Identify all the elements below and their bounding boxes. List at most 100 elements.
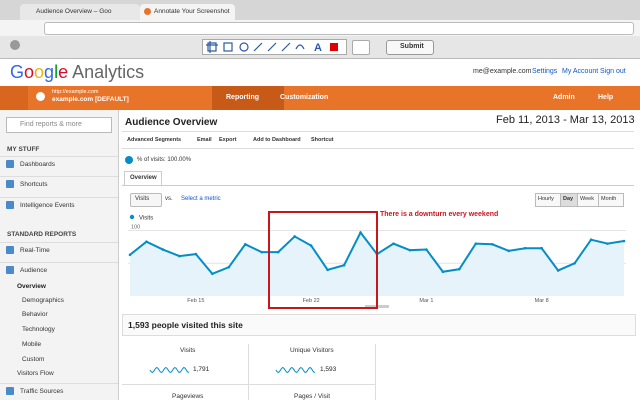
blur-tool[interactable]: [295, 44, 305, 50]
tab[interactable]: [140, 4, 235, 20]
date-range[interactable]: Feb 11, 2013 - Mar 13, 2013: [496, 114, 635, 126]
nav-tab-active[interactable]: [212, 86, 284, 110]
point: [573, 261, 576, 265]
nav-tab[interactable]: Reporting: [226, 94, 260, 101]
vs-label: vs.: [165, 196, 173, 202]
header-link[interactable]: My Account: [562, 68, 599, 75]
sidebar-item[interactable]: Traffic Sources: [20, 388, 64, 395]
sidebar-item[interactable]: Intelligence Events: [20, 202, 75, 209]
ellipse-tool[interactable]: [239, 42, 249, 52]
text-tool[interactable]: A: [314, 42, 322, 54]
page-title: Audience Overview: [125, 117, 218, 128]
sidebar-item[interactable]: Shortcuts: [20, 181, 48, 188]
sidebar-separator: [0, 242, 118, 243]
sidebar: [0, 110, 119, 400]
sidebar-item[interactable]: Behavior: [22, 311, 48, 318]
sidebar-separator: [0, 383, 118, 384]
toolbar-item[interactable]: Email: [197, 137, 212, 143]
granularity-label[interactable]: Day: [563, 196, 574, 202]
metric-select[interactable]: [130, 193, 162, 207]
address-bar[interactable]: [44, 22, 634, 35]
metric-select-label[interactable]: Visits: [135, 196, 150, 202]
annotation-box: [268, 211, 378, 309]
nav-right[interactable]: Admin: [553, 94, 575, 101]
sidebar-item[interactable]: Visitors Flow: [17, 370, 54, 377]
x-tick-label: Mar 8: [535, 298, 549, 304]
site-name[interactable]: example.com [DEFAULT]: [52, 96, 129, 103]
select-metric[interactable]: Select a metric: [181, 196, 221, 202]
sidebar-item[interactable]: Mobile: [22, 341, 42, 348]
point: [293, 235, 296, 238]
overview-tab[interactable]: [124, 171, 162, 186]
sidebar-item[interactable]: Audience: [20, 267, 48, 274]
pen-tool[interactable]: [281, 42, 291, 52]
sparkline: [275, 366, 316, 374]
header-link[interactable]: Sign out: [600, 68, 626, 75]
granularity-button[interactable]: [598, 193, 624, 207]
sidebar-item[interactable]: Custom: [22, 356, 45, 363]
undo-button[interactable]: [352, 40, 370, 55]
point: [441, 270, 445, 274]
granularity-label[interactable]: Month: [601, 196, 617, 202]
point: [490, 242, 494, 246]
submit-label[interactable]: Submit: [400, 43, 424, 50]
sidebar-separator: [0, 262, 118, 263]
point: [276, 250, 280, 254]
point: [342, 263, 346, 267]
sidebar-item[interactable]: Demographics: [22, 297, 64, 304]
sidebar-item[interactable]: Technology: [22, 326, 55, 333]
tab-title[interactable]: Annotate Your Screenshot: [154, 8, 230, 15]
sidebar-item[interactable]: Dashboards: [20, 161, 56, 168]
summary: 1,593 people visited this site: [128, 320, 243, 330]
rect-tool[interactable]: [223, 42, 233, 52]
search-box[interactable]: [6, 117, 112, 133]
point: [194, 252, 198, 256]
submit-button[interactable]: [386, 40, 434, 55]
point: [458, 267, 461, 271]
legend-marker: [129, 214, 135, 220]
toolbar-item[interactable]: Advanced Segments: [127, 137, 182, 143]
tab-line: [122, 185, 634, 186]
sidebar-icon: [6, 266, 14, 274]
site-url[interactable]: http://example.com: [52, 89, 99, 95]
sidebar-item[interactable]: Overview: [17, 283, 46, 290]
logo: Google Analytics: [10, 62, 144, 83]
toolbar-item[interactable]: Add to Dashboard: [253, 137, 301, 143]
point: [309, 244, 313, 247]
x-tick-label: Feb 15: [187, 298, 204, 304]
point: [606, 242, 609, 245]
line-tool[interactable]: [253, 42, 263, 52]
granularity-label[interactable]: Hourly: [538, 196, 554, 202]
point: [227, 265, 231, 269]
point: [178, 254, 181, 258]
header-link[interactable]: Settings: [532, 68, 558, 75]
segment-icon: [125, 156, 133, 164]
overview-tab-label[interactable]: Overview: [130, 175, 157, 181]
sidebar-icon: [6, 180, 14, 188]
sidebar-separator: [0, 156, 118, 157]
point: [161, 248, 165, 251]
crop-tool[interactable]: [206, 41, 218, 53]
toolbar-item[interactable]: Shortcut: [311, 137, 334, 143]
tab[interactable]: [20, 4, 140, 20]
close-icon[interactable]: [10, 40, 20, 50]
granularity-label[interactable]: Week: [580, 196, 594, 202]
point: [523, 246, 527, 250]
arrow-tool[interactable]: [267, 42, 277, 52]
sidebar-icon: [6, 201, 14, 209]
point: [359, 231, 362, 234]
nav-tab[interactable]: Customization: [280, 94, 329, 101]
metric-label: Visits: [180, 347, 196, 354]
annotation-text: There is a downturn every weekend: [380, 211, 499, 218]
sidebar-item[interactable]: Real-Time: [20, 247, 50, 254]
tab-icon: [144, 8, 151, 15]
toolbar-item[interactable]: Export: [219, 137, 237, 143]
home-button[interactable]: [0, 86, 28, 110]
color-tool[interactable]: [330, 43, 338, 51]
metric-label: Pages / Visit: [294, 393, 331, 400]
tab-title[interactable]: Audience Overview – Goo: [36, 8, 112, 15]
metric-value: 1,791: [193, 366, 210, 373]
nav-right[interactable]: Help: [598, 94, 614, 101]
search-placeholder[interactable]: Find reports & more: [20, 121, 82, 128]
